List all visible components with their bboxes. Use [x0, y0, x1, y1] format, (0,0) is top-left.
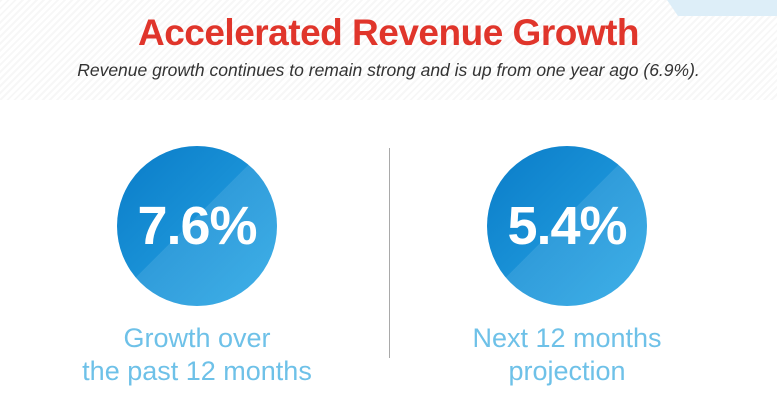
stat-circle: 7.6% — [117, 146, 277, 306]
header-band — [0, 0, 777, 100]
stat-card-projection: 5.4% Next 12 months projection — [397, 146, 737, 388]
stat-circle: 5.4% — [487, 146, 647, 306]
stat-value: 5.4% — [507, 196, 627, 256]
stat-caption-line: projection — [508, 356, 626, 386]
stat-card-past-growth: 7.6% Growth over the past 12 months — [27, 146, 367, 388]
stat-caption: Growth over the past 12 months — [27, 322, 367, 388]
stat-caption-line: Growth over — [123, 323, 271, 353]
stat-caption-line: Next 12 months — [472, 323, 662, 353]
corner-accent — [667, 0, 777, 16]
page-title: Accelerated Revenue Growth — [137, 12, 640, 53]
page-subtitle: Revenue growth continues to remain stron… — [77, 60, 700, 80]
stat-caption-line: the past 12 months — [82, 356, 312, 386]
stat-value: 7.6% — [137, 196, 257, 256]
stat-caption: Next 12 months projection — [397, 322, 737, 388]
vertical-divider — [389, 148, 390, 358]
